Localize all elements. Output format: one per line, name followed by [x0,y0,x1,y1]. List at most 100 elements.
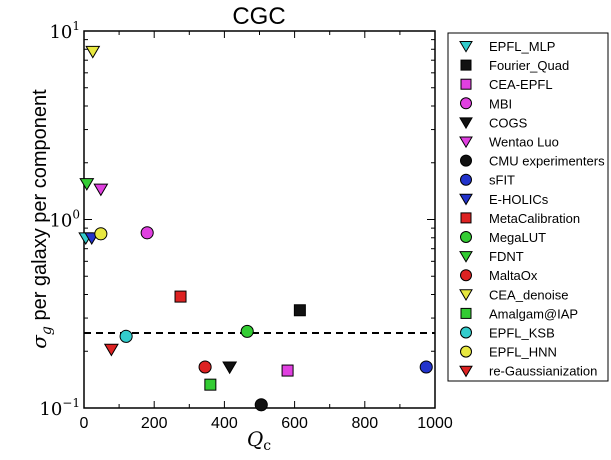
chart-title: CGC [232,3,285,30]
legend-label: MBI [489,96,512,111]
legend-label: MetaCalibration [489,211,580,226]
data-point [281,364,294,377]
x-axis-label-subscript: c [263,438,271,454]
legend-label: EPFL_KSB [489,326,555,341]
legend-entry: MaltaOx [460,268,538,283]
data-point [240,324,254,338]
legend-entry: Fourier_Quad [460,58,569,73]
legend-entry: CEA_denoise [459,287,569,302]
y-tick-label-exponent: 0 [72,208,80,222]
y-tick-label: 10−1 [39,396,80,420]
legend-items: EPFL_MLP Fourier_Quad CEA-EPFL MBI COGS Wenta… [459,39,605,379]
data-point [293,304,306,317]
legend: EPFL_MLP Fourier_Quad CEA-EPFL MBI COGS Wenta… [447,32,609,382]
legend-entry: Wentao Luo [459,135,559,150]
y-axis-label: σg per galaxy per component [27,89,55,349]
legend-marker [460,78,472,90]
y-tick-label-base: 10 [49,22,72,43]
legend-marker [459,41,473,53]
legend-entry: CEA-EPFL [460,77,553,92]
legend-label: FDNT [489,249,524,264]
data-point [204,378,217,391]
y-tick-label: 101 [49,19,80,43]
data-point [174,290,187,303]
legend-marker [459,365,473,378]
legend-marker [459,136,473,149]
legend-label: CEA_denoise [489,287,569,302]
legend-entry: COGS [459,115,528,130]
x-axis: 0 200 400 600 800 1000 [80,31,453,432]
y-tick-label-base: 10 [39,399,62,420]
x-axis-label-symbol: Q [247,427,263,451]
legend-label: E-HOLICs [489,192,549,207]
legend-entry: CMU experimenters [460,154,605,169]
data-point [254,398,268,412]
x-axis-label: Qc [247,427,271,454]
x-tick-label: 1000 [417,415,453,432]
legend-entry: EPFL_KSB [460,326,555,341]
data-point [94,227,108,241]
legend-label: MegaLUT [489,230,546,245]
legend-entry: MegaLUT [460,230,546,245]
legend-marker [460,154,472,167]
legend-label: MaltaOx [489,268,538,283]
y-tick-label-base: 10 [49,211,72,232]
data-point [119,329,133,343]
legend-label: COGS [489,115,528,130]
y-axis-label-subscript: g [39,326,55,335]
x-tick-label: 0 [80,415,89,432]
data-point [140,226,154,240]
legend-marker [459,117,473,130]
legend-label: EPFL_MLP [489,39,555,54]
legend-marker [460,231,472,243]
legend-marker [459,251,473,263]
data-point [198,360,212,374]
x-tick-label: 800 [351,415,378,432]
legend-marker [460,173,472,186]
legend-label: Amalgam@IAP [489,306,578,321]
legend-entry: E-HOLICs [459,192,549,207]
legend-entry: EPFL_MLP [459,39,555,54]
legend-marker [460,345,472,358]
legend-marker [460,212,472,224]
y-axis-label-symbol: σ [27,334,51,349]
y-tick-label-exponent: −1 [62,396,80,410]
data-point [419,360,433,374]
legend-label: Wentao Luo [489,135,559,150]
legend-marker [460,59,472,71]
x-tick-label: 200 [141,415,168,432]
data-markers [78,45,433,412]
data-point [85,45,101,59]
y-tick-label-exponent: 1 [72,19,80,33]
legend-label: CMU experimenters [489,154,605,169]
y-axis-label-text: per galaxy per component [29,89,51,326]
data-point [93,183,109,197]
legend-entry: Amalgam@IAP [460,306,578,321]
legend-entry: EPFL_HNN [460,345,557,360]
x-tick-label: 400 [211,415,238,432]
legend-marker [460,97,472,110]
legend-entry: re-Gaussianization [459,364,597,379]
y-tick-label: 100 [49,208,80,232]
legend-entry: sFIT [460,173,515,188]
x-tick-label: 600 [281,415,308,432]
legend-marker [459,193,473,206]
legend-entry: FDNT [459,249,524,264]
legend-label: sFIT [489,173,515,188]
legend-frame [447,32,609,382]
legend-marker [460,269,472,282]
legend-entry: MBI [460,96,512,111]
legend-marker [459,289,473,301]
legend-marker [460,326,472,339]
legend-label: EPFL_HNN [489,345,557,360]
legend-entry: MetaCalibration [460,211,580,226]
legend-label: CEA-EPFL [489,77,553,92]
legend-marker [460,307,472,319]
legend-label: Fourier_Quad [489,58,569,73]
data-point [103,343,119,357]
data-point [222,361,238,375]
